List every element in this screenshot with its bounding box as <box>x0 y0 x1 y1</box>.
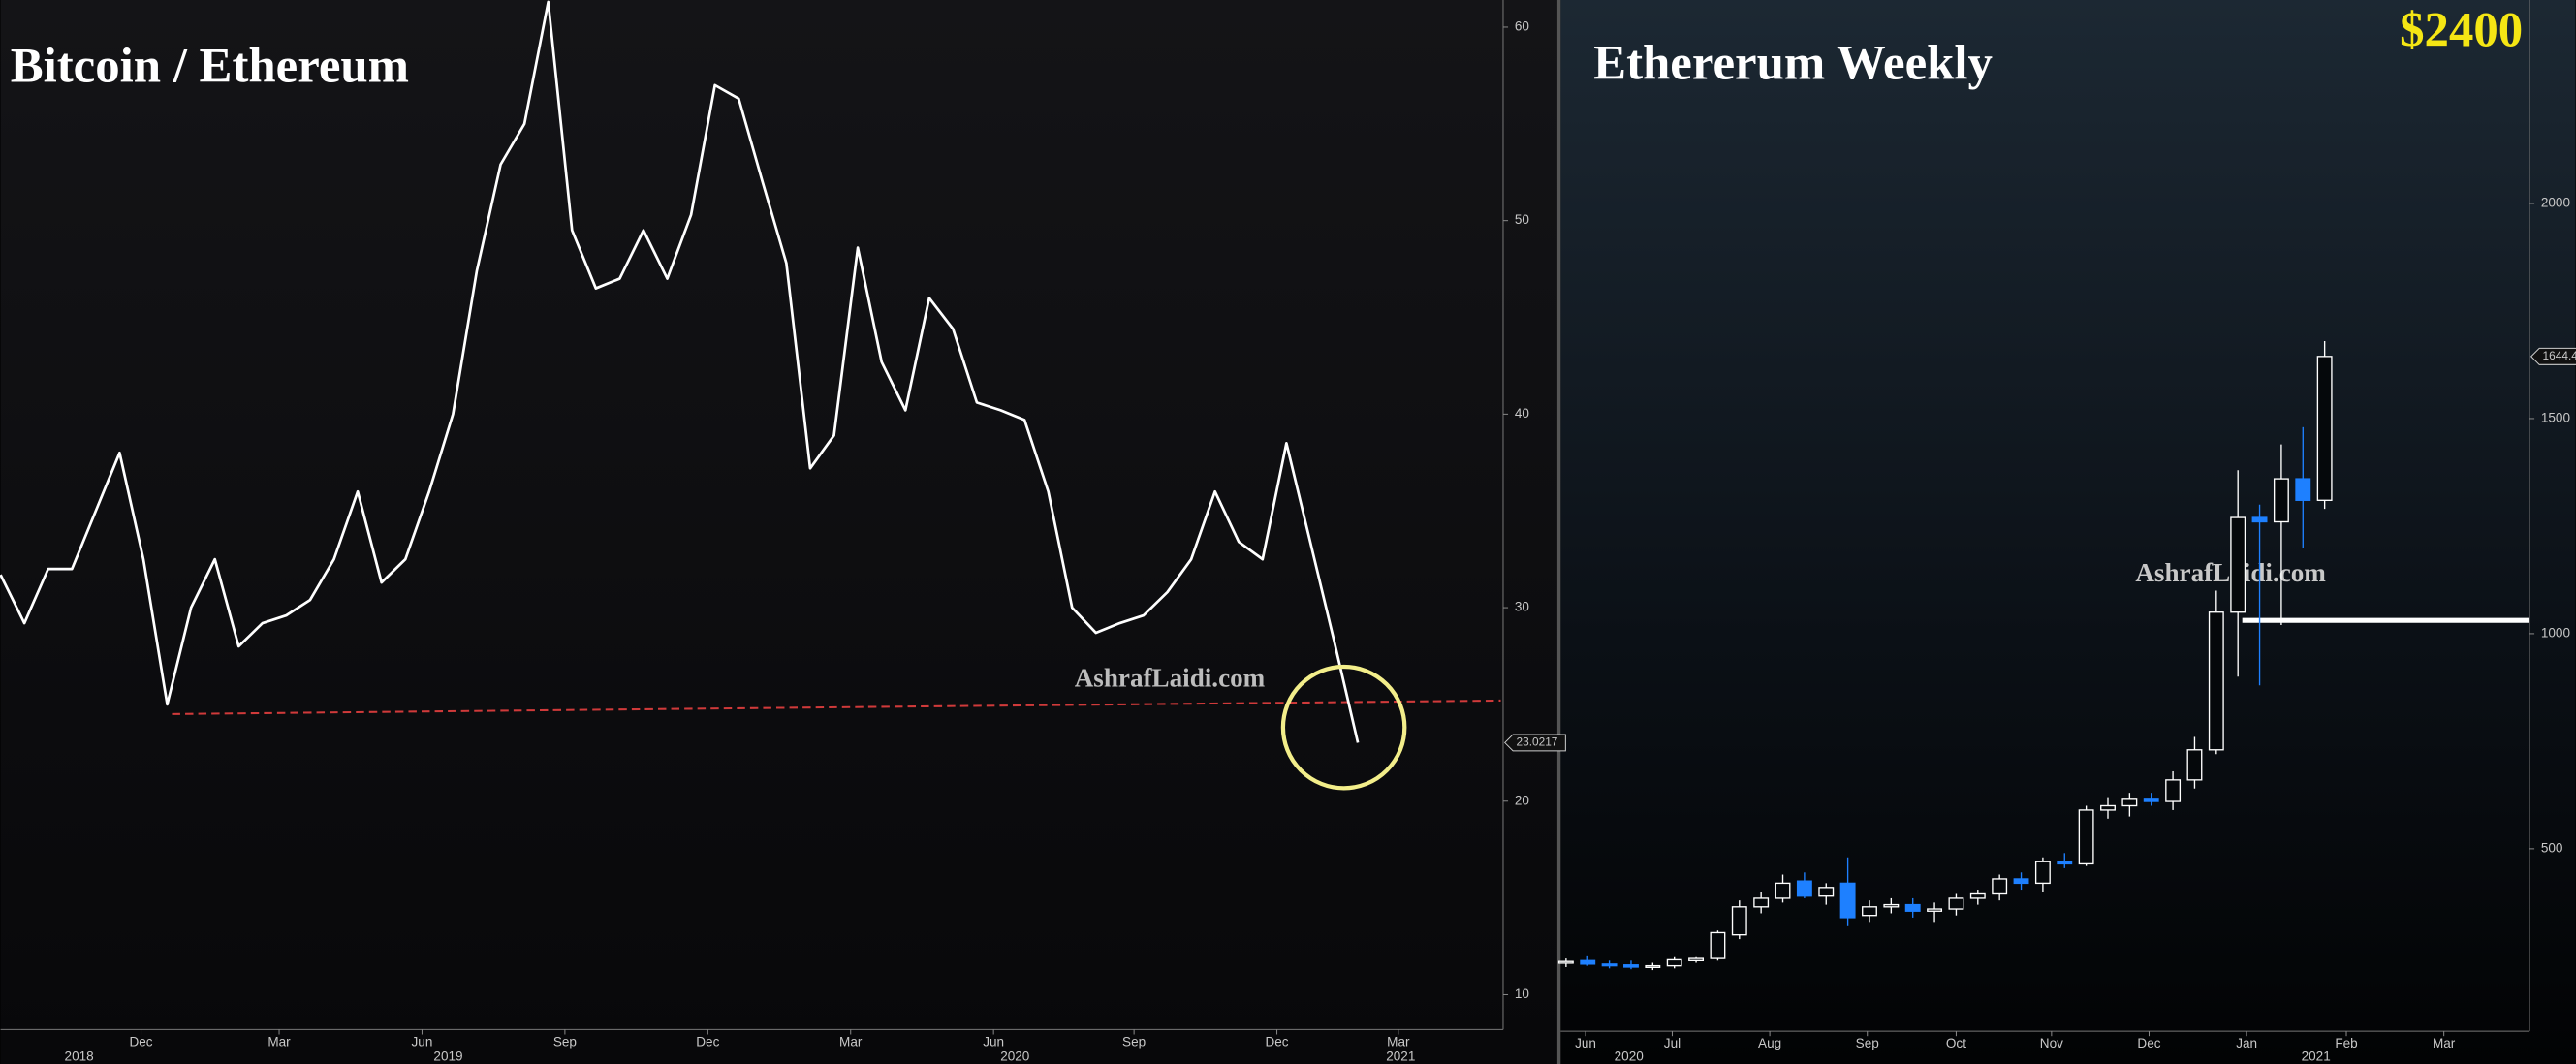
candle-body <box>1775 882 1791 899</box>
x-tick-label: Jun <box>983 1034 1004 1048</box>
candle-body <box>1904 903 1921 912</box>
year-label: 2021 <box>2302 1049 2331 1064</box>
x-tick-label: Dec <box>129 1034 152 1048</box>
candle-body <box>1580 959 1596 965</box>
last-value-label: 1644.4 <box>2543 349 2576 362</box>
x-tick-label: Sep <box>553 1034 577 1048</box>
year-label: 2021 <box>1386 1049 1415 1064</box>
candle-body <box>2230 516 2246 613</box>
candle-body <box>2078 809 2094 865</box>
x-tick-label: Jan <box>2236 1036 2257 1050</box>
candle-body <box>1557 960 1574 964</box>
x-tick-label: Feb <box>2335 1036 2357 1050</box>
x-tick-label: Mar <box>1387 1034 1410 1048</box>
candle-body <box>2121 798 2138 807</box>
y-tick-label: 10 <box>1515 986 1529 1001</box>
y-tick-label: 1000 <box>2541 625 2570 640</box>
line <box>0 0 1360 743</box>
x-tick-label: Mar <box>267 1034 291 1048</box>
year-label: 2020 <box>1615 1049 1644 1064</box>
x-tick-label: Sep <box>1856 1036 1879 1050</box>
chart-title: Ethererum Weekly <box>1593 35 1993 89</box>
candle-body <box>1927 908 1943 912</box>
x-tick-label: Dec <box>2137 1036 2160 1050</box>
candle-body <box>2034 861 2051 885</box>
candle-body <box>1839 882 1856 919</box>
candle-body <box>1948 897 1964 910</box>
highlight-circle <box>1280 664 1407 791</box>
y-tick-label: 60 <box>1515 19 1529 34</box>
candle-body <box>2208 611 2224 751</box>
candle-body <box>1601 963 1618 967</box>
candle-body <box>1992 878 2008 895</box>
candle-body <box>2251 516 2268 523</box>
candle-body <box>1883 903 1900 908</box>
reference-line <box>172 699 1501 715</box>
last-value-tag <box>1503 734 1566 752</box>
watermark: AshrafLaidi.com <box>1075 663 1266 692</box>
y-tick-label: 2000 <box>2541 196 2570 210</box>
left-panel <box>0 0 1557 1064</box>
candle-body <box>2295 478 2311 501</box>
x-tick-label: Mar <box>2433 1036 2456 1050</box>
candle-body <box>2273 478 2289 523</box>
candle-body <box>1796 880 1812 897</box>
candle-body <box>2186 749 2203 781</box>
x-tick-label: Dec <box>1266 1034 1289 1048</box>
candle-body <box>1862 906 1877 917</box>
candle-body <box>2165 779 2182 802</box>
y-tick-label: 40 <box>1515 406 1529 421</box>
candle-body <box>2013 878 2029 885</box>
candle-body <box>1666 958 1682 967</box>
candle-body <box>1688 957 1705 961</box>
y-tick-label: 20 <box>1515 793 1529 807</box>
candle-body <box>1623 964 1639 968</box>
last-value-label: 23.0217 <box>1517 735 1558 749</box>
last-value-tag <box>2529 347 2576 365</box>
candle-body <box>2100 804 2116 811</box>
year-label: 2018 <box>65 1049 94 1064</box>
candle-body <box>1818 887 1835 897</box>
candle-body <box>1731 906 1747 936</box>
divider <box>1556 0 1561 1064</box>
candle-body <box>1969 892 1986 899</box>
candle-body <box>2143 798 2159 802</box>
x-tick-label: Jun <box>412 1034 433 1048</box>
right-panel <box>1560 0 2576 1064</box>
x-tick-label: Mar <box>839 1034 863 1048</box>
x-tick-label: Aug <box>1758 1036 1781 1050</box>
y-tick-label: 30 <box>1515 600 1529 614</box>
x-tick-label: Jun <box>1575 1036 1596 1050</box>
x-tick-label: Jul <box>1664 1036 1681 1050</box>
x-tick-label: Sep <box>1122 1034 1146 1048</box>
y-tick-label: 500 <box>2541 840 2563 855</box>
candle-body <box>1753 897 1770 908</box>
candle-body <box>2316 356 2333 501</box>
y-tick-label: 1500 <box>2541 411 2570 425</box>
x-tick-label: Dec <box>696 1034 719 1048</box>
y-tick-label: 50 <box>1515 212 1529 227</box>
annotation: $2400 <box>2400 2 2523 56</box>
year-label: 2020 <box>1000 1049 1029 1064</box>
x-tick-label: Nov <box>2040 1036 2063 1050</box>
candle-body <box>1710 931 1726 959</box>
x-tick-label: Oct <box>1946 1036 1966 1050</box>
chart-title: Bitcoin / Ethereum <box>11 39 409 93</box>
candle-body <box>2057 861 2073 865</box>
candle-body <box>1645 964 1661 969</box>
year-label: 2019 <box>433 1049 462 1064</box>
